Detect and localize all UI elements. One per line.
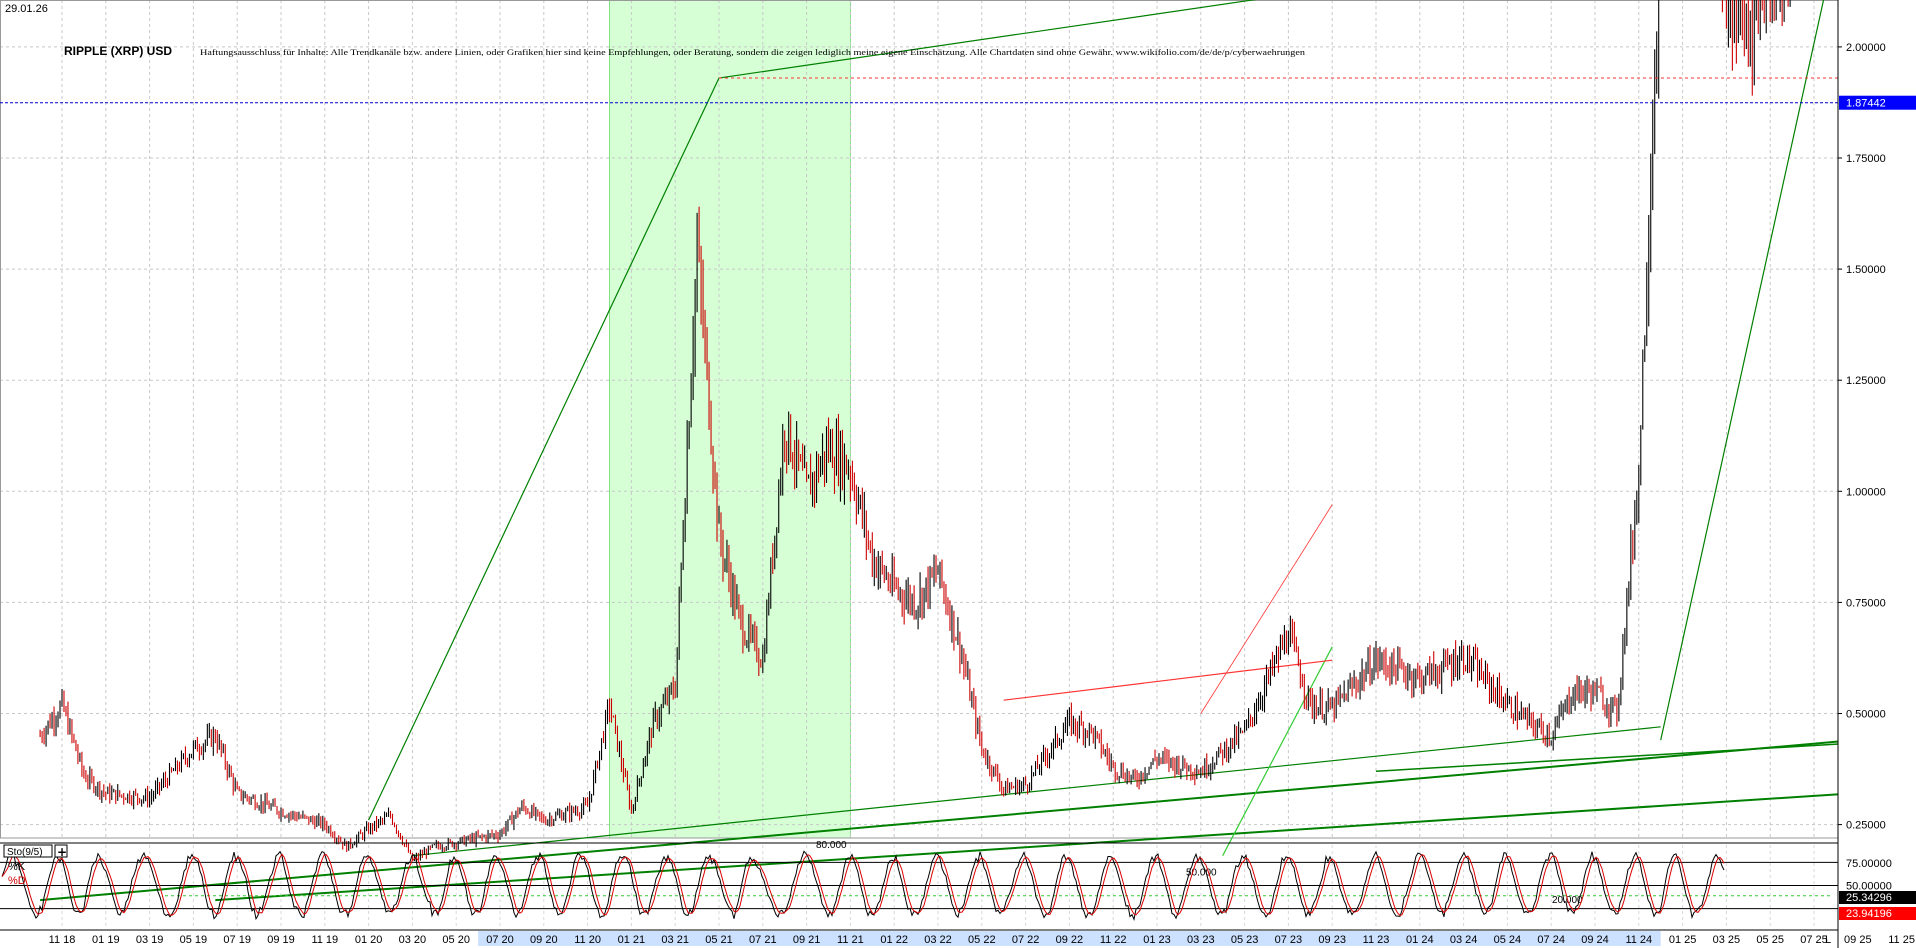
x-tick-label: 05 21 (705, 934, 733, 946)
x-axis-end-label: L (1825, 934, 1831, 946)
indicator-name-box[interactable] (3, 844, 53, 858)
highlight-band-rect (609, 0, 851, 839)
y-tick-label: 1.50000 (1846, 264, 1886, 276)
price-series (39, 0, 1915, 862)
x-tick-label: 03 21 (661, 934, 689, 946)
x-tick-label: 07 19 (223, 934, 251, 946)
y-tick-label: 0.75000 (1846, 597, 1886, 609)
x-tick-label: 03 25 (1713, 934, 1741, 946)
last-price-label: 1.87442 (1846, 98, 1886, 110)
x-tick-label: 11 19 (311, 934, 338, 946)
x-tick-label: 11 20 (574, 934, 601, 946)
osc-level-label: 80.000 (816, 840, 847, 851)
y-tick-label: 0.25000 (1846, 820, 1886, 832)
x-tick-label: 07 22 (1012, 934, 1040, 946)
x-tick-label: 07 20 (486, 934, 514, 946)
x-tick-label: 09 20 (530, 934, 558, 946)
x-tick-label: 11 21 (837, 934, 864, 946)
chart-title: RIPPLE (XRP) USD (64, 44, 172, 58)
trendline-3[interactable] (412, 726, 1661, 857)
y-tick-label: 2.00000 (1846, 42, 1886, 54)
x-tick-label: 07 21 (749, 934, 777, 946)
trendline-0[interactable] (368, 0, 1661, 821)
osc-axis-label: 50.00000 (1846, 881, 1892, 893)
osc-level-label: 50.000 (1186, 867, 1217, 878)
x-tick-label: 01 19 (92, 934, 120, 946)
x-tick-label: 03 22 (924, 934, 952, 946)
x-tick-label: 11 23 (1363, 934, 1390, 946)
indicator-name: Sto(9/5) (7, 847, 43, 858)
d-value-label: 23.94196 (1846, 908, 1892, 920)
stoch-d-line (1, 853, 1725, 916)
x-tick-label: 11 18 (49, 934, 76, 946)
trendline-1[interactable] (40, 722, 1916, 902)
y-tick-label: 0.50000 (1846, 709, 1886, 721)
axis-bg (1838, 0, 1916, 948)
x-tick-label: 11 22 (1100, 934, 1127, 946)
x-tick-label: 05 25 (1756, 934, 1784, 946)
x-tick-label: 09 21 (793, 934, 821, 946)
trendline-7[interactable] (1222, 646, 1333, 856)
x-tick-label: 01 23 (1143, 934, 1171, 946)
x-tick-label: 07 24 (1537, 934, 1565, 946)
trendline-2[interactable] (215, 780, 1916, 902)
x-tick-label: 03 23 (1187, 934, 1215, 946)
x-tick-label: 05 24 (1494, 934, 1522, 946)
x-tick-label: 03 24 (1450, 934, 1478, 946)
x-tick-label: 05 19 (180, 934, 208, 946)
last-price-badge (1839, 95, 1916, 110)
osc-axis-label: 75.00000 (1846, 858, 1892, 870)
date-label: 29.01.26 (5, 3, 48, 15)
x-tick-label: 11 25 (1888, 934, 1915, 946)
chart-border (0, 0, 1839, 839)
stoch-k-line (1, 850, 1725, 921)
add-indicator-button[interactable] (54, 844, 68, 858)
chart-grid (0, 0, 1903, 926)
trendline-5[interactable] (1660, 0, 1916, 741)
trendline-9[interactable] (1200, 504, 1333, 714)
price-levels (0, 77, 1838, 104)
x-tick-label: 03 19 (136, 934, 164, 946)
disclaimer-text: Haftungsausschluss für Inhalte: Alle Tre… (200, 47, 1306, 57)
plus-icon: + (57, 845, 67, 859)
x-tick-label: 05 20 (442, 934, 470, 946)
trendlines (40, 0, 1916, 902)
x-tick-label: 05 22 (968, 934, 996, 946)
price-axis: 3.750003.500003.250003.000002.750002.500… (1837, 0, 1916, 948)
y-tick-label: 1.00000 (1846, 486, 1886, 498)
x-tick-label: 01 21 (618, 934, 646, 946)
x-tick-label: 01 20 (355, 934, 383, 946)
d-label: %D (8, 875, 26, 887)
x-tick-label: 07 25 (1800, 934, 1828, 946)
x-tick-label: 01 22 (880, 934, 908, 946)
time-axis: 11 18 01 19 03 19 05 19 07 19 09 19 11 19 01 20… (0, 929, 1915, 946)
k-value-badge (1839, 891, 1916, 904)
x-tick-label: 09 23 (1318, 934, 1346, 946)
x-tick-label: 09 24 (1581, 934, 1609, 946)
x-tick-label: 09 19 (267, 934, 295, 946)
x-tick-label: 07 23 (1275, 934, 1303, 946)
x-tick-label: 03 20 (399, 934, 427, 946)
x-tick-label: 09 25 (1844, 934, 1872, 946)
y-tick-label: 1.25000 (1846, 375, 1886, 387)
x-tick-label: 11 24 (1625, 934, 1652, 946)
time-axis-highlight (478, 931, 1661, 946)
k-value-label: 25.34296 (1846, 892, 1892, 904)
x-tick-label: 05 23 (1231, 934, 1259, 946)
x-tick-label: 01 24 (1406, 934, 1434, 946)
x-tick-label: 09 22 (1056, 934, 1084, 946)
trendline-8[interactable] (1003, 659, 1333, 701)
trendline-4[interactable] (1375, 731, 1916, 773)
y-tick-label: 1.75000 (1846, 153, 1886, 165)
d-value-badge (1839, 907, 1916, 920)
highlight-band (609, 0, 851, 839)
k-label: %K (8, 861, 26, 873)
x-tick-label: 01 25 (1669, 934, 1697, 946)
